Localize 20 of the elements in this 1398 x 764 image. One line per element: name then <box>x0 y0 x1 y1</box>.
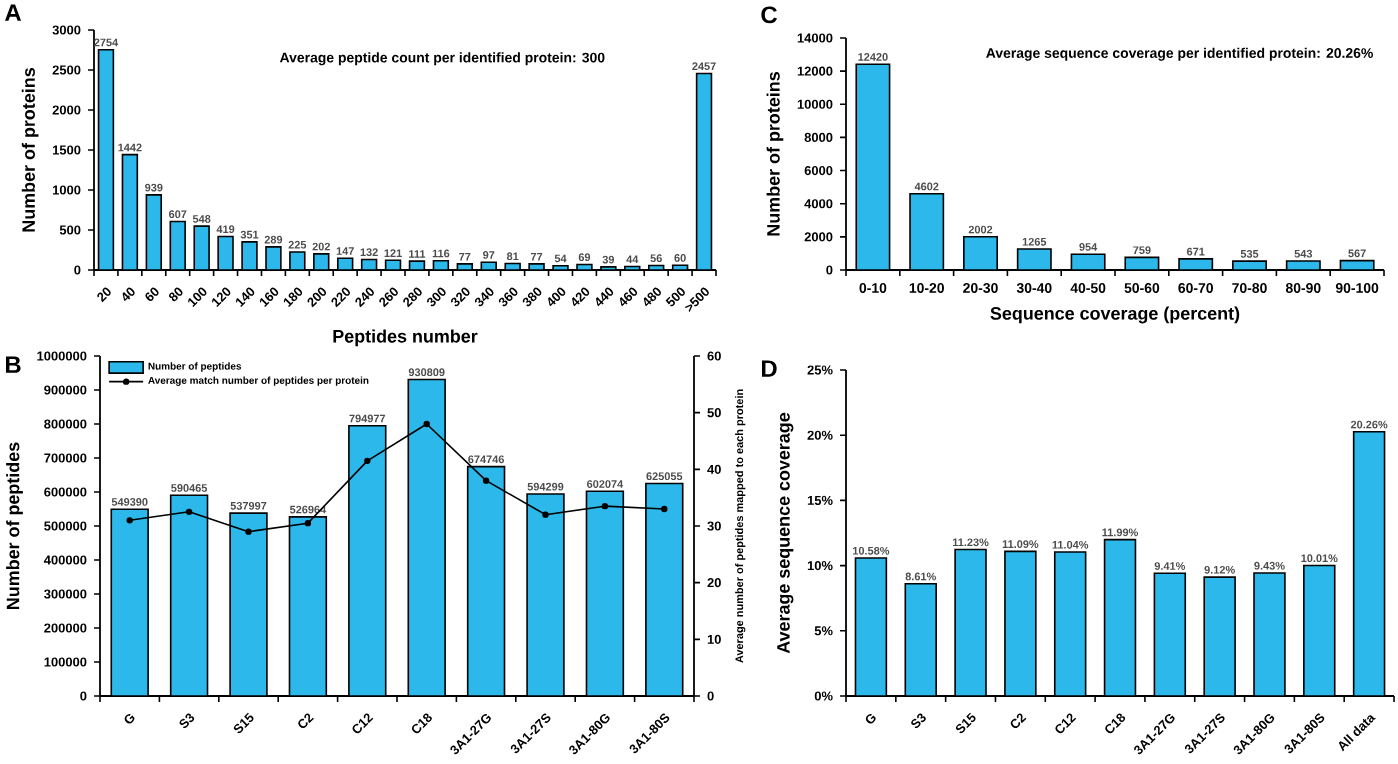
x-axis-title: Sequence coverage (percent) <box>990 306 1240 324</box>
point <box>185 508 193 516</box>
y-axis-title: Number of proteins <box>766 72 784 236</box>
point <box>661 505 668 513</box>
chart-title: B <box>5 356 21 373</box>
chart-title: C <box>761 6 778 24</box>
point <box>601 502 609 510</box>
y-axis-title: Average sequence coverage <box>777 412 794 654</box>
point <box>542 511 549 518</box>
chart-title: D <box>762 360 777 377</box>
point <box>423 420 430 428</box>
point <box>482 477 490 484</box>
x-axis-title: Peptides number <box>333 329 478 347</box>
point <box>245 528 252 535</box>
point <box>364 457 371 465</box>
point <box>126 517 133 524</box>
y-axis-title: Number of proteins <box>21 68 39 232</box>
chart-title: A <box>4 4 22 21</box>
point <box>304 519 312 527</box>
y-axis-title: Number of peptides <box>6 442 23 609</box>
